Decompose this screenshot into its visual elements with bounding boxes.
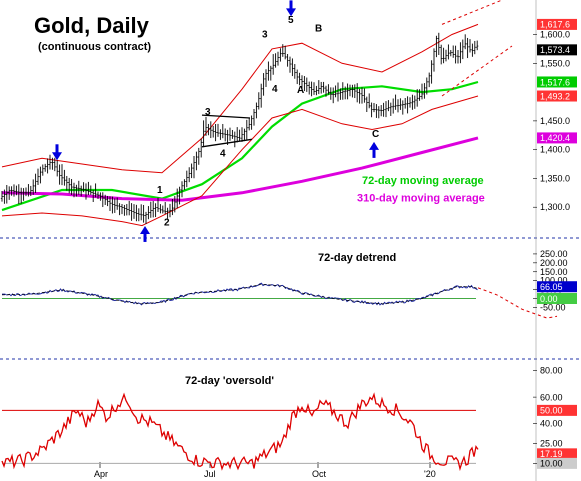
wave-label: 3 bbox=[205, 107, 211, 118]
trendline bbox=[201, 114, 251, 119]
arrow-head bbox=[286, 8, 296, 17]
wave-label: C bbox=[372, 129, 379, 140]
value-badge bbox=[537, 293, 577, 304]
ytick-label: -50.00 bbox=[540, 302, 566, 312]
value-badge bbox=[537, 18, 577, 30]
wave-label: 3 bbox=[262, 29, 268, 40]
wave-label: 4 bbox=[220, 149, 226, 160]
detrend-panel bbox=[1, 282, 558, 319]
value-badge bbox=[536, 391, 578, 404]
trendline bbox=[201, 138, 253, 148]
wave-label: 1 bbox=[157, 185, 163, 196]
ytick-label: 25.00 bbox=[540, 439, 563, 449]
value-badge bbox=[537, 457, 577, 469]
value-badge-label: 10.00 bbox=[540, 459, 563, 469]
detrend-projection bbox=[477, 287, 558, 319]
value-badges: 1,617.6 1,573.4 1,517.6 1,493.2 1,420.4 66.05… bbox=[536, 18, 578, 469]
ma-annotation: 72-day moving average bbox=[362, 175, 484, 187]
oversold-panel bbox=[1, 392, 479, 472]
ytick-label: 1,300.0 bbox=[540, 202, 570, 212]
wave-label: 2 bbox=[164, 218, 170, 229]
oversold-title: 72-day 'oversold' bbox=[185, 375, 274, 387]
detrend-smooth-line bbox=[1, 283, 479, 305]
arrow-head bbox=[369, 141, 379, 150]
xtick-label: Jul bbox=[204, 469, 216, 479]
chart-title: Gold, Daily bbox=[34, 13, 150, 38]
value-badge-label: 17.19 bbox=[540, 449, 563, 459]
xtick-label: Oct bbox=[312, 469, 327, 479]
xtick-label: Apr bbox=[94, 469, 108, 479]
ytick-label: 250.00 bbox=[540, 249, 568, 259]
detrend-title: 72-day detrend bbox=[318, 252, 396, 264]
ytick-label: 1,550.0 bbox=[540, 58, 570, 68]
value-badge bbox=[537, 90, 577, 102]
series-line bbox=[1, 23, 479, 174]
value-badge-label: 50.00 bbox=[540, 406, 563, 416]
value-badge bbox=[537, 44, 577, 56]
wave-label: 5 bbox=[288, 15, 294, 26]
chart-subtitle: (continuous contract) bbox=[38, 41, 151, 53]
ytick-label: 100.00 bbox=[540, 276, 568, 286]
ytick-label: 80.00 bbox=[540, 366, 563, 376]
oversold-line bbox=[1, 392, 479, 472]
wave-label: B bbox=[315, 24, 322, 35]
series-line bbox=[1, 95, 479, 227]
ytick-label: 1,450.0 bbox=[540, 116, 570, 126]
ytick-label: 1,400.0 bbox=[540, 145, 570, 155]
value-badge-label: 0.00 bbox=[540, 294, 558, 304]
wave-label: 4 bbox=[272, 84, 278, 95]
xtick-label: '20 bbox=[424, 469, 436, 479]
value-badge bbox=[537, 404, 577, 416]
value-badge-label: 1,517.6 bbox=[540, 77, 570, 87]
wave-label: A bbox=[297, 85, 304, 96]
series-line bbox=[1, 136, 479, 202]
arrow-head bbox=[140, 225, 150, 234]
value-badge bbox=[537, 448, 577, 460]
projection-line bbox=[441, 0, 503, 25]
value-badge bbox=[537, 281, 577, 293]
value-badge-label: 60.00 bbox=[540, 392, 563, 402]
value-badge-label: 1,420.4 bbox=[540, 133, 570, 143]
ma-annotation: 310-day moving average bbox=[357, 192, 485, 204]
ytick-label: 40.00 bbox=[540, 419, 563, 429]
arrow-head bbox=[52, 152, 62, 161]
ytick-label: 150.00 bbox=[540, 267, 568, 277]
value-badge bbox=[537, 76, 577, 88]
value-badge-label: 66.05 bbox=[540, 282, 563, 292]
ytick-label: 1,350.0 bbox=[540, 173, 570, 183]
value-badge-label: 1,493.2 bbox=[540, 91, 570, 101]
ytick-label: 200.00 bbox=[540, 258, 568, 268]
ytick-label: 1,600.0 bbox=[540, 30, 570, 40]
price-panel: 1 2 3 4 3 4 5 A B C 72-day moving average 310-day m… bbox=[0, 0, 513, 242]
value-badge bbox=[537, 132, 577, 144]
value-badge-label: 1,617.6 bbox=[540, 20, 570, 30]
value-badge-label: 1,573.4 bbox=[540, 45, 570, 55]
projection-line bbox=[441, 45, 513, 97]
